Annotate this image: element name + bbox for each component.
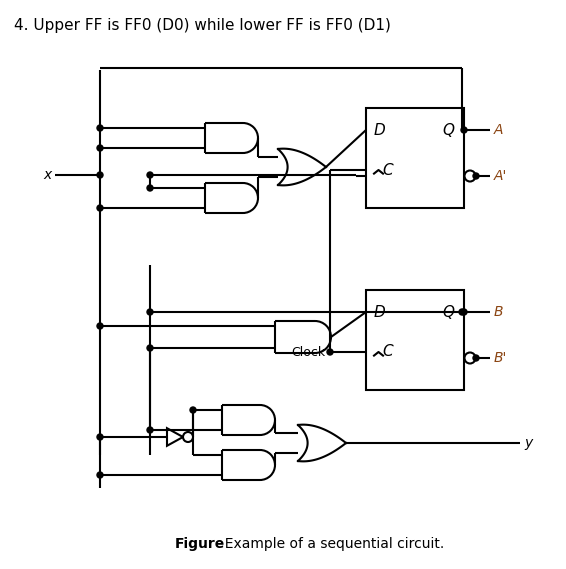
Circle shape bbox=[465, 353, 475, 364]
Text: Q: Q bbox=[442, 122, 454, 138]
Circle shape bbox=[147, 427, 153, 433]
Text: A: A bbox=[494, 123, 504, 137]
Circle shape bbox=[147, 185, 153, 191]
Circle shape bbox=[147, 172, 153, 178]
Text: Figure  Example of a sequential circuit.: Figure Example of a sequential circuit. bbox=[175, 537, 446, 551]
Circle shape bbox=[327, 349, 333, 355]
Text: C: C bbox=[382, 163, 393, 178]
Text: 4. Upper FF is FF0 (D0) while lower FF is FF0 (D1): 4. Upper FF is FF0 (D0) while lower FF i… bbox=[14, 18, 391, 33]
Text: Clock: Clock bbox=[291, 345, 325, 358]
Circle shape bbox=[97, 125, 103, 131]
Circle shape bbox=[147, 309, 153, 315]
Circle shape bbox=[473, 173, 479, 179]
Circle shape bbox=[473, 355, 479, 361]
Circle shape bbox=[97, 145, 103, 151]
Text: Figure: Figure bbox=[175, 537, 225, 551]
Circle shape bbox=[147, 345, 153, 351]
Circle shape bbox=[97, 205, 103, 211]
Text: x: x bbox=[44, 168, 52, 182]
Circle shape bbox=[190, 407, 196, 413]
Text: A': A' bbox=[494, 169, 507, 183]
Circle shape bbox=[97, 323, 103, 329]
Text: Q: Q bbox=[442, 304, 454, 320]
Circle shape bbox=[461, 127, 467, 133]
Circle shape bbox=[97, 172, 103, 178]
Text: D: D bbox=[374, 122, 386, 138]
Text: B: B bbox=[494, 305, 504, 319]
Circle shape bbox=[97, 472, 103, 478]
Circle shape bbox=[461, 309, 467, 315]
Text: y: y bbox=[524, 436, 532, 450]
Text: Example of a sequential circuit.: Example of a sequential circuit. bbox=[216, 537, 444, 551]
Text: C: C bbox=[382, 344, 393, 360]
Circle shape bbox=[459, 309, 465, 315]
Text: D: D bbox=[374, 304, 386, 320]
Circle shape bbox=[97, 434, 103, 440]
Text: B': B' bbox=[494, 351, 507, 365]
Bar bbox=[366, 108, 464, 208]
Circle shape bbox=[465, 171, 475, 182]
Circle shape bbox=[183, 432, 193, 442]
Bar bbox=[366, 290, 464, 390]
